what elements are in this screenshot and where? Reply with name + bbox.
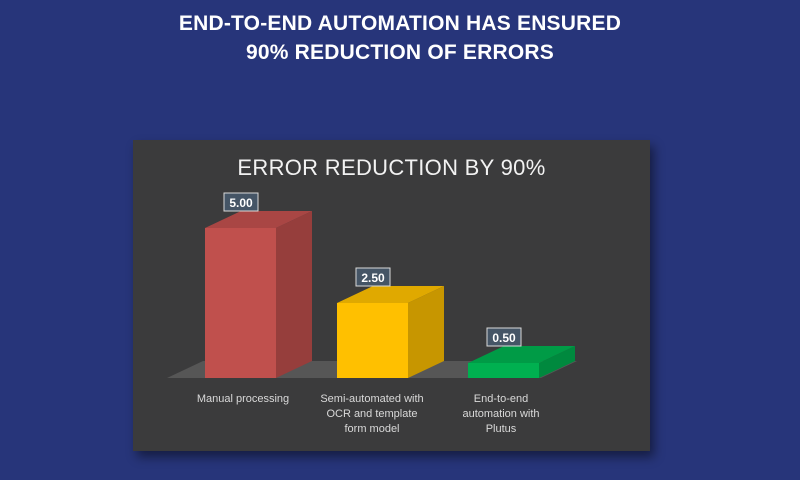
bar-chart: 5.00 2.50 0.50 xyxy=(167,192,577,378)
data-label-0: 5.00 xyxy=(229,196,253,210)
data-label-box-2 xyxy=(486,327,522,347)
data-label-box-1 xyxy=(355,267,391,287)
category-label-semi-automated: Semi-automated with OCR and template for… xyxy=(320,393,424,435)
bar-0 xyxy=(205,228,276,378)
chart-title: ERROR REDUCTION BY 90% xyxy=(237,155,546,180)
category-label-manual: Manual processing xyxy=(196,393,290,405)
bar-top-1 xyxy=(337,286,444,303)
data-label-1: 2.50 xyxy=(361,271,385,285)
category-label-end-to-end: End-to-end automation with Plutus xyxy=(462,393,540,435)
bar-side-0 xyxy=(276,211,312,378)
bar-top-2 xyxy=(468,346,575,363)
bar-2 xyxy=(468,363,539,378)
bar-top-0 xyxy=(205,211,312,228)
data-label-box-0 xyxy=(223,192,259,212)
headline: END-TO-END AUTOMATION HAS ENSURED 90% RE… xyxy=(0,9,800,67)
bar-side-1 xyxy=(408,286,444,378)
data-label-2: 0.50 xyxy=(492,331,516,345)
bar-1 xyxy=(337,303,408,378)
chart-panel: ERROR REDUCTION BY 90% 5.00 2.50 0.50 Manu… xyxy=(133,140,650,451)
headline-line-2: 90% REDUCTION OF ERRORS xyxy=(246,41,554,64)
bar-side-2 xyxy=(539,346,575,378)
headline-line-1: END-TO-END AUTOMATION HAS ENSURED xyxy=(178,12,622,35)
